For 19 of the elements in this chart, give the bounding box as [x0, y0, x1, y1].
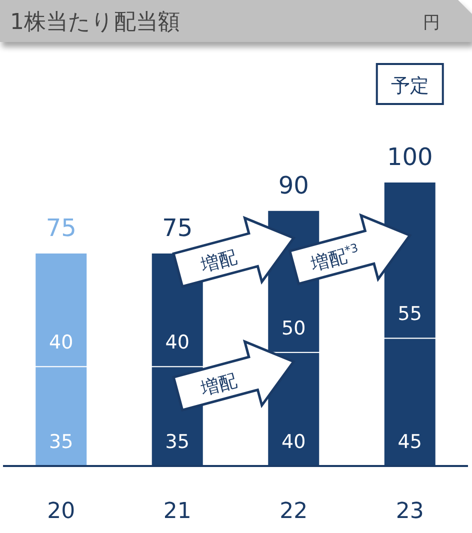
chart-title: 1株当たり配当額: [10, 10, 180, 35]
data-label: 45: [398, 431, 422, 453]
total-label: 100: [386, 143, 433, 171]
annotation: 増配: [198, 370, 240, 400]
text: 予定: [390, 75, 429, 97]
data-label: 40: [49, 332, 74, 354]
data-label: 40: [282, 431, 306, 453]
x-tick-label: 23: [396, 499, 424, 524]
data-label: 35: [49, 431, 74, 453]
data-label: 35: [165, 431, 190, 453]
annotation: 増配: [198, 246, 240, 277]
data-label: 55: [398, 303, 422, 326]
x-tick-label: 22: [280, 499, 308, 524]
x-tick-label: 20: [47, 499, 76, 524]
total-label: 90: [278, 171, 309, 200]
text: 円: [423, 13, 440, 33]
total-label: 75: [46, 214, 76, 242]
data-label: 50: [282, 317, 306, 340]
x-tick-label: 21: [163, 499, 192, 524]
